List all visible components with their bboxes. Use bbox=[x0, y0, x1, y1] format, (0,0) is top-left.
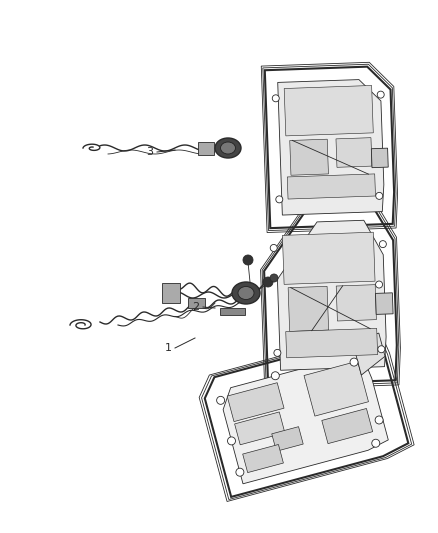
Polygon shape bbox=[352, 333, 385, 375]
Ellipse shape bbox=[232, 282, 260, 304]
Polygon shape bbox=[284, 85, 373, 136]
Polygon shape bbox=[286, 328, 378, 358]
Ellipse shape bbox=[238, 287, 254, 300]
Polygon shape bbox=[290, 139, 328, 175]
Polygon shape bbox=[278, 79, 384, 215]
Polygon shape bbox=[304, 361, 368, 416]
Polygon shape bbox=[336, 138, 372, 167]
Text: 2: 2 bbox=[192, 302, 200, 312]
Polygon shape bbox=[283, 232, 375, 284]
Circle shape bbox=[227, 437, 236, 445]
Polygon shape bbox=[375, 293, 393, 314]
Polygon shape bbox=[322, 408, 373, 443]
Circle shape bbox=[263, 277, 273, 287]
Text: 1: 1 bbox=[165, 343, 172, 353]
Circle shape bbox=[276, 196, 283, 203]
Polygon shape bbox=[198, 142, 214, 155]
Polygon shape bbox=[277, 220, 386, 370]
Polygon shape bbox=[220, 308, 245, 315]
Polygon shape bbox=[188, 298, 205, 308]
Polygon shape bbox=[336, 285, 376, 321]
Polygon shape bbox=[371, 148, 388, 168]
Circle shape bbox=[375, 416, 383, 424]
Polygon shape bbox=[243, 445, 283, 473]
Circle shape bbox=[376, 192, 383, 199]
Circle shape bbox=[272, 95, 279, 102]
Circle shape bbox=[217, 397, 225, 405]
Polygon shape bbox=[272, 427, 303, 451]
Polygon shape bbox=[288, 286, 328, 332]
Circle shape bbox=[378, 346, 385, 353]
Polygon shape bbox=[227, 383, 284, 422]
Circle shape bbox=[270, 274, 278, 282]
Circle shape bbox=[236, 468, 244, 476]
Circle shape bbox=[372, 439, 380, 447]
Circle shape bbox=[274, 349, 281, 357]
Polygon shape bbox=[223, 353, 388, 484]
Circle shape bbox=[375, 281, 382, 288]
Circle shape bbox=[270, 245, 277, 252]
Ellipse shape bbox=[215, 138, 241, 158]
Polygon shape bbox=[287, 174, 375, 199]
Circle shape bbox=[350, 358, 358, 366]
Circle shape bbox=[271, 372, 279, 379]
Circle shape bbox=[243, 255, 253, 265]
Circle shape bbox=[379, 240, 386, 248]
Circle shape bbox=[377, 91, 384, 98]
Text: 3: 3 bbox=[146, 147, 153, 157]
Ellipse shape bbox=[220, 142, 236, 154]
Polygon shape bbox=[235, 412, 285, 445]
Polygon shape bbox=[162, 283, 180, 303]
